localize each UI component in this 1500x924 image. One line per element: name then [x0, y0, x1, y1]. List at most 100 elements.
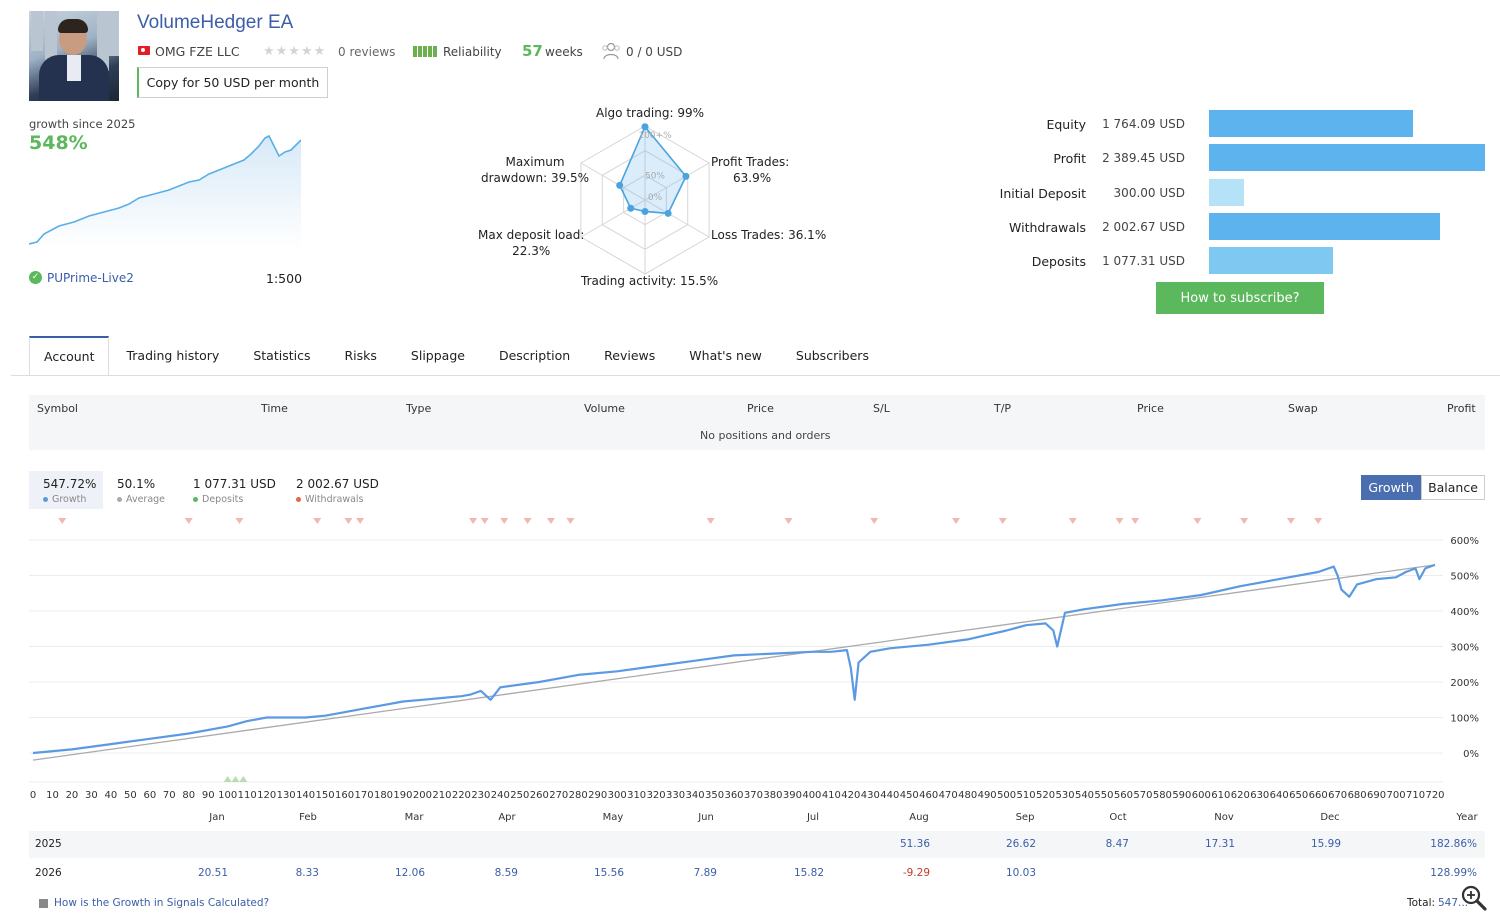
- withdrawal-marker[interactable]: [1131, 518, 1140, 524]
- monthly-value[interactable]: 15.56: [593, 867, 624, 879]
- x-tick-label: 460: [919, 790, 939, 801]
- how-to-subscribe-button[interactable]: How to subscribe?: [1156, 282, 1324, 314]
- monthly-value[interactable]: -9.29: [902, 867, 930, 879]
- monthly-value[interactable]: 15.82: [793, 867, 824, 879]
- withdrawal-marker[interactable]: [1193, 518, 1202, 524]
- deposit-marker[interactable]: [239, 776, 248, 782]
- tab-what-s-new[interactable]: What's new: [689, 348, 762, 363]
- withdrawal-marker[interactable]: [235, 518, 244, 524]
- company-name[interactable]: OMG FZE LLC: [155, 44, 240, 59]
- tab-slippage[interactable]: Slippage: [410, 348, 465, 363]
- withdrawal-marker[interactable]: [998, 518, 1007, 524]
- monthly-value[interactable]: 8.33: [295, 867, 319, 879]
- balance-value: 300.00 USD: [1113, 186, 1185, 200]
- y-tick-label: 300%: [1450, 643, 1479, 654]
- withdrawal-marker[interactable]: [1068, 518, 1077, 524]
- broker-server[interactable]: PUPrime-Live2: [47, 271, 134, 285]
- withdrawal-marker[interactable]: [1314, 518, 1323, 524]
- copy-button[interactable]: Copy for 50 USD per month: [137, 67, 328, 98]
- stat-deposits[interactable]: 1 077.31 USD Deposits: [193, 477, 276, 505]
- positions-header: Type: [406, 402, 432, 415]
- balance-toggle-button[interactable]: Balance: [1421, 475, 1485, 500]
- monthly-value[interactable]: 8.47: [1105, 838, 1129, 850]
- x-tick-label: 420: [841, 790, 861, 801]
- monthly-value[interactable]: 15.99: [1310, 838, 1341, 850]
- country-flag-icon: [138, 46, 150, 55]
- stat-withdrawals[interactable]: 2 002.67 USD Withdrawals: [296, 477, 379, 505]
- month-header: May: [602, 812, 624, 823]
- monthly-value[interactable]: 12.06: [394, 867, 425, 879]
- x-tick-label: 230: [471, 790, 491, 801]
- withdrawal-marker[interactable]: [313, 518, 322, 524]
- how-growth-calculated-link[interactable]: How is the Growth in Signals Calculated?: [39, 897, 269, 909]
- radar-label-loss-trades: Loss Trades: 36.1%: [711, 228, 827, 242]
- x-tick-label: 130: [276, 790, 296, 801]
- x-tick-label: 40: [104, 790, 118, 801]
- x-tick-label: 370: [743, 790, 764, 801]
- x-tick-label: 670: [1328, 790, 1348, 801]
- withdrawal-marker[interactable]: [951, 518, 960, 524]
- tab-risks[interactable]: Risks: [344, 348, 377, 363]
- zoom-icon[interactable]: [1460, 884, 1488, 912]
- stat-average[interactable]: 50.1% Average: [117, 477, 166, 505]
- radar-label-deposit-load: Max deposit load: 22.3%: [478, 228, 585, 258]
- withdrawal-marker[interactable]: [500, 518, 509, 524]
- x-tick-label: 520: [1036, 790, 1056, 801]
- monthly-value[interactable]: 51.36: [899, 838, 930, 850]
- deposit-marker[interactable]: [223, 776, 232, 782]
- tab-reviews[interactable]: Reviews: [604, 348, 656, 363]
- x-tick-label: 660: [1308, 790, 1328, 801]
- balance-bar: [1209, 213, 1440, 240]
- x-tick-label: 550: [1094, 790, 1114, 801]
- monthly-value[interactable]: 7.89: [693, 867, 717, 879]
- tab-account[interactable]: Account: [29, 336, 110, 376]
- withdrawal-marker[interactable]: [523, 518, 532, 524]
- x-tick-label: 180: [373, 790, 394, 801]
- withdrawal-marker[interactable]: [480, 518, 489, 524]
- weeks-label: weeks: [545, 45, 583, 59]
- withdrawal-marker[interactable]: [344, 518, 353, 524]
- tab-subscribers[interactable]: Subscribers: [795, 348, 869, 363]
- withdrawal-marker[interactable]: [546, 518, 555, 524]
- month-header: Year: [1456, 812, 1478, 823]
- withdrawal-marker[interactable]: [58, 518, 67, 524]
- x-tick-label: 330: [666, 790, 686, 801]
- radar-point: [627, 204, 635, 212]
- monthly-value[interactable]: 182.86%: [1430, 838, 1477, 850]
- tab-statistics[interactable]: Statistics: [253, 348, 311, 363]
- growth-toggle-button[interactable]: Growth: [1361, 475, 1421, 500]
- x-tick-label: 380: [763, 790, 783, 801]
- author-avatar[interactable]: [29, 11, 119, 101]
- deposit-marker[interactable]: [231, 776, 240, 782]
- reviews-count[interactable]: 0 reviews: [338, 45, 396, 59]
- withdrawal-marker[interactable]: [469, 518, 478, 524]
- x-tick-label: 610: [1211, 790, 1231, 801]
- monthly-value[interactable]: 26.62: [1005, 838, 1036, 850]
- withdrawal-marker[interactable]: [184, 518, 193, 524]
- withdrawal-marker[interactable]: [870, 518, 879, 524]
- tab-description[interactable]: Description: [498, 348, 571, 363]
- withdrawal-marker[interactable]: [356, 518, 365, 524]
- signal-title[interactable]: VolumeHedger EA: [137, 12, 294, 33]
- balance-bar: [1209, 179, 1244, 206]
- x-tick-label: 240: [490, 790, 510, 801]
- monthly-value[interactable]: 20.51: [197, 867, 228, 879]
- x-tick-label: 470: [938, 790, 958, 801]
- tab-trading-history[interactable]: Trading history: [126, 348, 220, 363]
- positions-header: Price: [1137, 402, 1164, 415]
- monthly-value[interactable]: 8.59: [494, 867, 518, 879]
- monthly-value[interactable]: 17.31: [1204, 838, 1235, 850]
- withdrawal-marker[interactable]: [1286, 518, 1295, 524]
- growth-line: [32, 563, 1436, 755]
- monthly-value[interactable]: 10.03: [1005, 867, 1036, 879]
- stat-growth[interactable]: 547.72% Growth: [29, 471, 103, 509]
- withdrawal-marker[interactable]: [706, 518, 715, 524]
- monthly-value[interactable]: 128.99%: [1430, 867, 1477, 879]
- x-tick-label: 720: [1425, 790, 1445, 801]
- x-tick-label: 300: [607, 790, 627, 801]
- withdrawal-marker[interactable]: [1240, 518, 1249, 524]
- x-tick-label: 650: [1289, 790, 1309, 801]
- withdrawal-marker[interactable]: [566, 518, 575, 524]
- withdrawal-marker[interactable]: [784, 518, 793, 524]
- withdrawal-marker[interactable]: [1115, 518, 1124, 524]
